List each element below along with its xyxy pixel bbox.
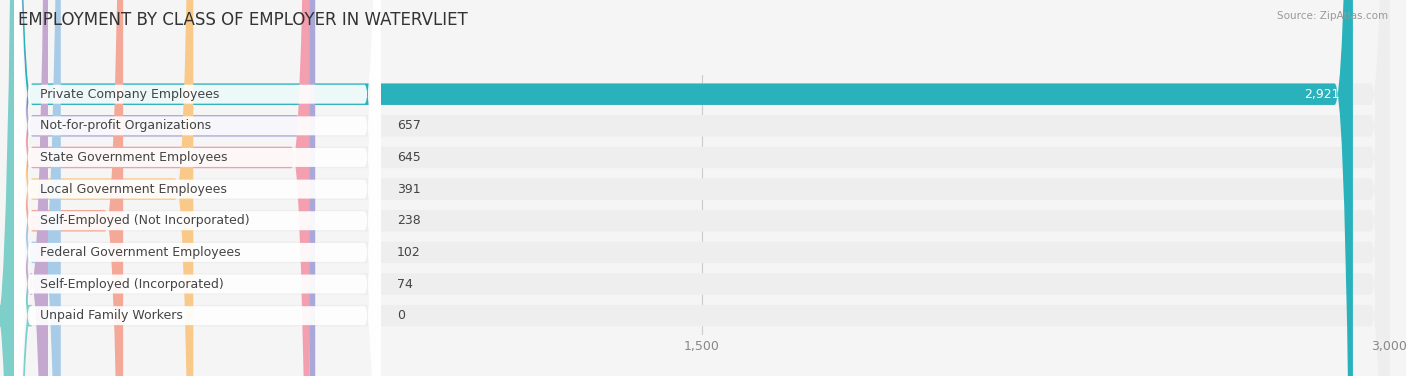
FancyBboxPatch shape	[14, 0, 381, 376]
FancyBboxPatch shape	[14, 0, 60, 376]
Text: State Government Employees: State Government Employees	[39, 151, 228, 164]
Text: EMPLOYMENT BY CLASS OF EMPLOYER IN WATERVLIET: EMPLOYMENT BY CLASS OF EMPLOYER IN WATER…	[18, 11, 468, 29]
FancyBboxPatch shape	[14, 0, 381, 376]
Text: Source: ZipAtlas.com: Source: ZipAtlas.com	[1277, 11, 1388, 21]
FancyBboxPatch shape	[14, 0, 1389, 376]
Text: 74: 74	[396, 277, 413, 291]
Text: Federal Government Employees: Federal Government Employees	[39, 246, 240, 259]
FancyBboxPatch shape	[14, 0, 1389, 376]
FancyBboxPatch shape	[14, 0, 381, 376]
FancyBboxPatch shape	[14, 0, 1389, 376]
FancyBboxPatch shape	[14, 0, 1389, 376]
FancyBboxPatch shape	[14, 0, 381, 376]
Text: Local Government Employees: Local Government Employees	[39, 183, 226, 196]
FancyBboxPatch shape	[14, 0, 381, 376]
FancyBboxPatch shape	[14, 0, 124, 376]
Text: 657: 657	[396, 119, 420, 132]
FancyBboxPatch shape	[14, 0, 1389, 376]
Text: Not-for-profit Organizations: Not-for-profit Organizations	[39, 119, 211, 132]
Text: Private Company Employees: Private Company Employees	[39, 88, 219, 101]
FancyBboxPatch shape	[14, 0, 48, 376]
FancyBboxPatch shape	[14, 0, 315, 376]
FancyBboxPatch shape	[0, 0, 32, 376]
Text: 645: 645	[396, 151, 420, 164]
Text: 391: 391	[396, 183, 420, 196]
FancyBboxPatch shape	[14, 0, 1389, 376]
Text: 0: 0	[396, 309, 405, 322]
FancyBboxPatch shape	[14, 0, 193, 376]
FancyBboxPatch shape	[14, 0, 1353, 376]
FancyBboxPatch shape	[14, 0, 1389, 376]
FancyBboxPatch shape	[14, 0, 381, 376]
FancyBboxPatch shape	[14, 0, 381, 376]
Text: Self-Employed (Not Incorporated): Self-Employed (Not Incorporated)	[39, 214, 249, 227]
Text: Unpaid Family Workers: Unpaid Family Workers	[39, 309, 183, 322]
FancyBboxPatch shape	[14, 0, 1389, 376]
Text: 2,921: 2,921	[1303, 88, 1339, 101]
Text: Self-Employed (Incorporated): Self-Employed (Incorporated)	[39, 277, 224, 291]
FancyBboxPatch shape	[14, 0, 309, 376]
Text: 102: 102	[396, 246, 420, 259]
FancyBboxPatch shape	[14, 0, 381, 376]
Text: 238: 238	[396, 214, 420, 227]
